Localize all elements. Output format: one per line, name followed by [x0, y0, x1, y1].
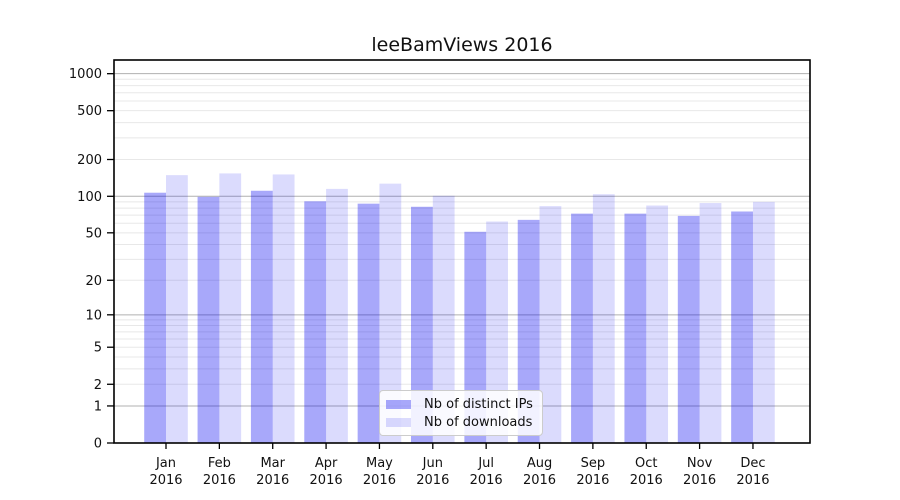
- x-tick-label-year-Mar: 2016: [256, 473, 289, 488]
- bar-downloads-Oct: [646, 205, 669, 443]
- bar-ips-Nov: [677, 215, 700, 443]
- x-tick-label-month-Oct: Oct: [635, 456, 657, 471]
- x-tick-label-month-Jul: Jul: [477, 456, 494, 471]
- bar-downloads-Mar: [272, 174, 295, 444]
- bar-ips-Jun: [411, 206, 433, 443]
- bar-downloads-Jan: [166, 175, 188, 443]
- y-tick-label-0: 0: [94, 437, 102, 452]
- y-tick-label-50: 50: [85, 226, 102, 241]
- y-tick-label-5: 5: [94, 341, 102, 356]
- x-tick-label-year-Jan: 2016: [149, 473, 182, 488]
- x-tick-label-year-Apr: 2016: [310, 473, 343, 488]
- bar-downloads-Nov: [699, 203, 722, 443]
- x-tick-label-month-Dec: Dec: [740, 456, 765, 471]
- y-tick-label-2: 2: [94, 378, 102, 393]
- x-tick-label-year-Feb: 2016: [203, 473, 236, 488]
- bar-ips-Aug: [517, 219, 540, 443]
- x-tick-label-year-Aug: 2016: [523, 473, 556, 488]
- bar-downloads-Dec: [752, 201, 775, 443]
- y-tick-label-500: 500: [77, 104, 102, 119]
- bar-ips-Mar: [250, 190, 273, 443]
- bar-ips-Feb: [197, 196, 220, 443]
- legend: Nb of distinct IPs Nb of downloads: [379, 390, 543, 436]
- y-tick-label-1000: 1000: [69, 67, 102, 82]
- bar-ips-Oct: [624, 213, 647, 443]
- bar-downloads-Jun: [432, 195, 455, 443]
- x-tick-label-month-Aug: Aug: [527, 456, 552, 471]
- legend-swatch-distinct-ips: [386, 399, 411, 409]
- x-tick-label-month-Jun: Jun: [422, 456, 443, 471]
- bar-downloads-Aug: [539, 206, 562, 443]
- x-tick-label-year-Dec: 2016: [736, 473, 769, 488]
- bar-ips-Sep: [571, 213, 593, 443]
- x-tick-label-year-Oct: 2016: [630, 473, 663, 488]
- chart-title: leeBamViews 2016: [371, 34, 553, 56]
- legend-item-downloads: Nb of downloads: [386, 413, 534, 431]
- x-tick-label-month-Jan: Jan: [155, 456, 176, 471]
- x-tick-label-month-Apr: Apr: [315, 456, 338, 471]
- bar-ips-May: [357, 203, 380, 443]
- bar-downloads-Apr: [326, 188, 348, 443]
- x-tick-label-month-May: May: [366, 456, 393, 471]
- legend-label-distinct-ips: Nb of distinct IPs: [424, 396, 533, 412]
- bar-downloads-Sep: [592, 194, 615, 443]
- x-tick-label-year-May: 2016: [363, 473, 396, 488]
- x-tick-label-month-Mar: Mar: [260, 456, 285, 471]
- y-tick-label-20: 20: [85, 274, 102, 289]
- y-tick-label-10: 10: [85, 308, 102, 323]
- bar-ips-Dec: [731, 211, 753, 443]
- y-tick-label-1: 1: [94, 399, 102, 414]
- x-tick-label-year-Jul: 2016: [470, 473, 503, 488]
- bar-ips-Jan: [144, 192, 166, 443]
- y-tick-label-200: 200: [77, 153, 102, 168]
- legend-item-distinct-ips: Nb of distinct IPs: [386, 395, 534, 413]
- plot-border: [113, 59, 811, 444]
- x-tick-label-month-Nov: Nov: [687, 456, 713, 471]
- x-tick-label-year-Sep: 2016: [576, 473, 609, 488]
- x-tick-label-month-Sep: Sep: [581, 456, 606, 471]
- x-tick-label-month-Feb: Feb: [208, 456, 231, 471]
- legend-label-downloads: Nb of downloads: [424, 414, 533, 430]
- legend-swatch-downloads: [386, 417, 411, 427]
- bar-ips-Apr: [304, 201, 327, 443]
- bar-downloads-May: [379, 183, 402, 443]
- bar-downloads-Feb: [219, 173, 242, 443]
- bar-downloads-Jul: [486, 221, 508, 443]
- x-tick-label-year-Nov: 2016: [683, 473, 716, 488]
- x-tick-label-year-Jun: 2016: [416, 473, 449, 488]
- y-tick-label-100: 100: [77, 190, 102, 205]
